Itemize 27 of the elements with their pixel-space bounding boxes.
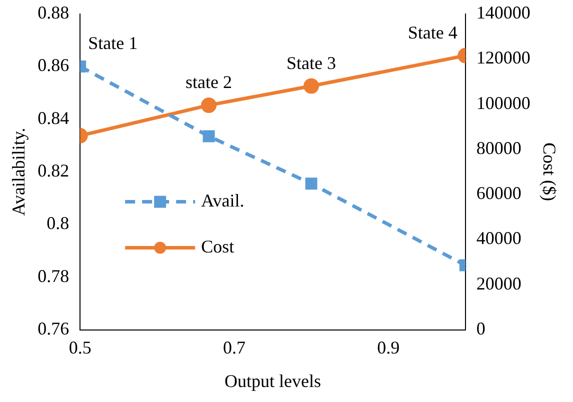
annotation: State 1 xyxy=(88,33,138,54)
x-axis-title: Output levels xyxy=(224,370,321,391)
y-tick-label: 0.78 xyxy=(38,266,70,286)
y2-tick-label: 140000 xyxy=(476,2,530,23)
x-tick-label: 0.7 xyxy=(222,337,246,358)
y-tick-label: 0.82 xyxy=(38,160,70,181)
annotation: state 2 xyxy=(186,72,232,92)
y2-tick-label: 120000 xyxy=(476,48,530,68)
annotation: State 3 xyxy=(286,52,336,73)
y2-tick-label: 100000 xyxy=(476,92,530,113)
y2-tick-label: 40000 xyxy=(476,228,522,248)
legend-label: Avail. xyxy=(201,190,244,211)
y2-tick-label: 20000 xyxy=(476,273,522,294)
y-tick-label: 0.76 xyxy=(38,318,70,339)
y-axis-title: Availability. xyxy=(8,128,29,216)
y-tick-label: 0.84 xyxy=(38,108,70,128)
y-tick-label: 0.8 xyxy=(46,213,70,234)
y-tick-label: 0.88 xyxy=(38,2,70,23)
legend-label: Cost xyxy=(201,236,234,257)
x-tick-label: 0.5 xyxy=(68,337,92,358)
y2-tick-label: 80000 xyxy=(476,138,522,158)
y-tick-label: 0.86 xyxy=(38,55,70,76)
annotation: State 4 xyxy=(408,22,458,42)
y2-tick-label: 0 xyxy=(476,318,486,339)
y2-axis-title: Cost ($) xyxy=(539,142,560,202)
x-tick-label: 0.9 xyxy=(377,337,400,358)
y2-tick-label: 60000 xyxy=(476,183,522,204)
